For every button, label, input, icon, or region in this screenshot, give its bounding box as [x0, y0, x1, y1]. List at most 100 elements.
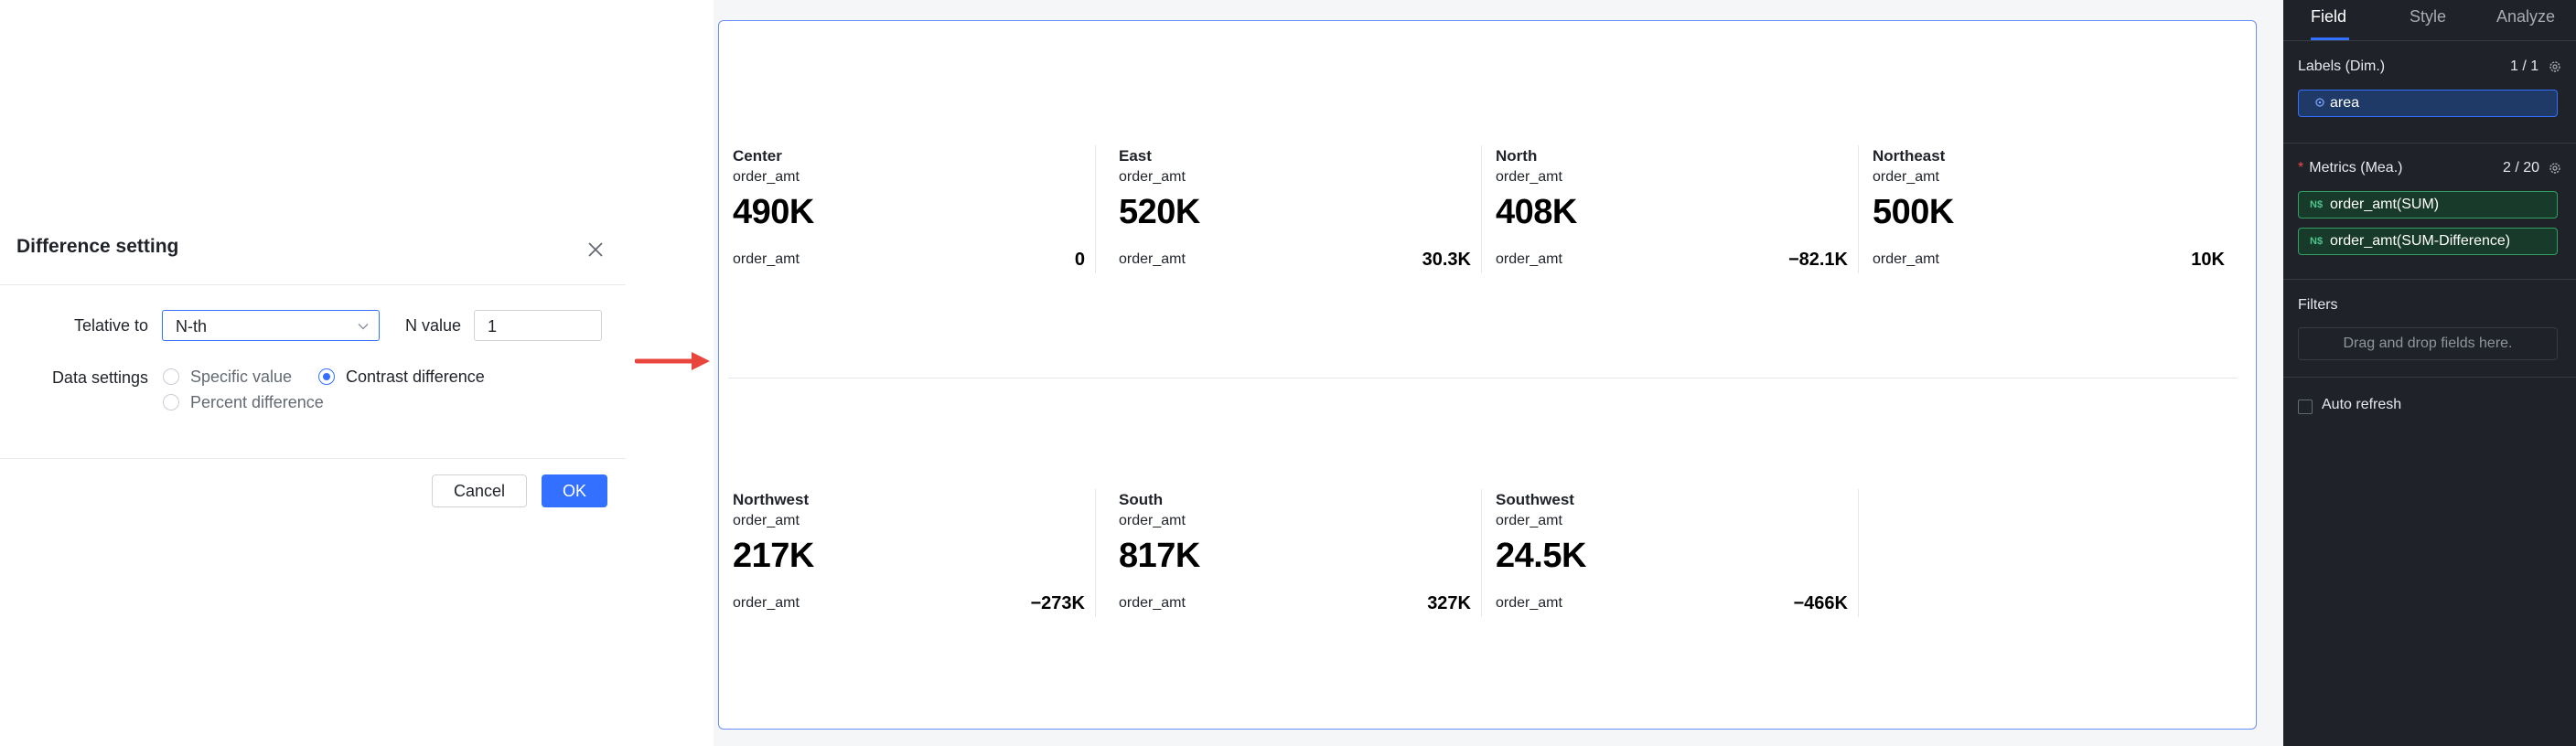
kpi-divider — [1858, 489, 1859, 617]
location-pin-icon — [2315, 98, 2324, 107]
filters-drop-zone[interactable]: Drag and drop fields here. — [2298, 327, 2558, 360]
kpi-measure-label: order_amt — [1496, 513, 1562, 528]
kpi-card: Southwest order_amt 24.5K order_amt −466… — [1482, 489, 1859, 617]
metrics-count: 2 / 20 — [2503, 160, 2540, 176]
n-value: 1 — [488, 317, 498, 336]
radio-circle — [163, 368, 179, 385]
kpi-dimension-name: South — [1119, 491, 1164, 508]
kpi-main-value: 217K — [733, 537, 814, 575]
kpi-sub-value: −273K — [1030, 593, 1086, 613]
relative-to-label: Telative to — [73, 316, 148, 335]
tab-analyze[interactable]: Analyze — [2496, 7, 2556, 26]
kpi-dimension-name: Northeast — [1873, 147, 1946, 165]
gear-icon[interactable] — [2549, 162, 2561, 175]
kpi-sub-label: order_amt — [733, 251, 800, 267]
kpi-sub-value: −466K — [1793, 593, 1849, 613]
kpi-sub-label: order_amt — [733, 595, 800, 611]
panel-divider — [2283, 377, 2576, 378]
kpi-divider — [1481, 145, 1482, 273]
kpi-main-value: 520K — [1119, 193, 1200, 231]
tab-field[interactable]: Field — [2311, 7, 2347, 26]
kpi-sub-value: −82.1K — [1787, 250, 1848, 270]
gear-icon[interactable] — [2549, 60, 2561, 73]
panel-tabs: Field Style Analyze — [2283, 0, 2576, 41]
radio-circle — [163, 394, 179, 410]
data-settings-label: Data settings — [51, 368, 148, 387]
config-panel: Field Style Analyze Labels (Dim.) 1 / 1 … — [2283, 0, 2576, 746]
kpi-card: North order_amt 408K order_amt −82.1K — [1482, 145, 1859, 273]
tab-style[interactable]: Style — [2410, 7, 2447, 26]
kpi-measure-label: order_amt — [1119, 169, 1186, 185]
labels-section-title: Labels (Dim.) — [2298, 59, 2386, 74]
kpi-card: South order_amt 817K order_amt 327K — [1105, 489, 1482, 617]
kpi-main-value: 490K — [733, 193, 814, 231]
kpi-sub-label: order_amt — [1119, 251, 1186, 267]
ok-button[interactable]: OK — [542, 474, 607, 507]
kpi-measure-label: order_amt — [733, 169, 800, 185]
kpi-sub-value: 0 — [1074, 250, 1085, 270]
required-asterisk: * — [2298, 160, 2304, 176]
numeric-field-icon: N$ — [2310, 199, 2324, 210]
label-field-name: area — [2330, 95, 2360, 111]
kpi-dimension-name: Southwest — [1496, 491, 1574, 508]
arrow-right-icon — [635, 352, 710, 370]
panel-divider — [2283, 279, 2576, 280]
kpi-card: Northwest order_amt 217K order_amt −273K — [719, 489, 1096, 617]
kpi-sub-label: order_amt — [1119, 595, 1186, 611]
relative-to-select[interactable]: N-th — [162, 310, 380, 341]
dialog-title: Difference setting — [16, 236, 179, 257]
metric-field-pill[interactable]: N$ order_amt(SUM-Difference) — [2298, 228, 2558, 255]
kpi-divider — [1095, 489, 1096, 617]
kpi-main-value: 500K — [1873, 193, 1954, 231]
kpi-card: East order_amt 520K order_amt 30.3K — [1105, 145, 1482, 273]
kpi-sub-value: 30.3K — [1422, 250, 1471, 270]
kpi-measure-label: order_amt — [1873, 169, 1939, 185]
metrics-section-title: * Metrics (Mea.) — [2298, 160, 2402, 176]
cancel-button[interactable]: Cancel — [432, 474, 527, 507]
n-value-input[interactable]: 1 — [474, 310, 602, 341]
kpi-card: Northeast order_amt 500K order_amt 10K — [1859, 145, 2236, 273]
dialog-header-divider — [0, 284, 626, 285]
kpi-sub-label: order_amt — [1496, 251, 1562, 267]
metric-field-name: order_amt(SUM-Difference) — [2330, 233, 2511, 249]
radio-label: Specific value — [190, 367, 293, 386]
radio-specific-value[interactable]: Specific value — [163, 367, 292, 387]
n-value-label: N value — [404, 316, 461, 335]
kpi-dimension-name: East — [1119, 147, 1152, 165]
radio-label: Percent difference — [190, 392, 324, 411]
radio-percent-difference[interactable]: Percent difference — [163, 392, 324, 412]
active-tab-indicator — [2311, 37, 2349, 40]
kpi-main-value: 817K — [1119, 537, 1200, 575]
metric-field-pill[interactable]: N$ order_amt(SUM) — [2298, 191, 2558, 218]
kpi-measure-label: order_amt — [733, 513, 800, 528]
kpi-sub-value: 327K — [1427, 593, 1471, 613]
kpi-divider — [1858, 145, 1859, 273]
panel-divider — [2283, 143, 2576, 144]
kpi-sub-label: order_amt — [1873, 251, 1939, 267]
chevron-down-icon — [358, 323, 369, 330]
kpi-sub-label: order_amt — [1496, 595, 1562, 611]
radio-contrast-difference[interactable]: Contrast difference — [318, 367, 485, 387]
relative-to-value: N-th — [176, 317, 208, 336]
kpi-dimension-name: Northwest — [733, 491, 810, 508]
label-field-pill[interactable]: area — [2298, 90, 2558, 117]
kpi-card: Center order_amt 490K order_amt 0 — [719, 145, 1096, 273]
kpi-dimension-name: North — [1496, 147, 1538, 165]
kpi-main-value: 408K — [1496, 193, 1577, 231]
close-icon[interactable] — [585, 240, 606, 260]
kpi-measure-label: order_amt — [1119, 513, 1186, 528]
kpi-card-chart[interactable]: Center order_amt 490K order_amt 0 East o… — [718, 20, 2257, 730]
difference-setting-dialog: Difference setting Telative to N-th N va… — [0, 219, 626, 530]
kpi-measure-label: order_amt — [1496, 169, 1562, 185]
metrics-title-text: Metrics (Mea.) — [2309, 160, 2403, 176]
kpi-dimension-name: Center — [733, 147, 782, 165]
kpi-sub-value: 10K — [2191, 250, 2225, 270]
auto-refresh-checkbox[interactable] — [2298, 400, 2313, 414]
kpi-divider — [1095, 145, 1096, 273]
radio-circle-selected — [318, 368, 335, 385]
numeric-field-icon: N$ — [2310, 236, 2324, 247]
kpi-divider — [1481, 489, 1482, 617]
radio-label: Contrast difference — [346, 367, 485, 386]
labels-count: 1 / 1 — [2510, 59, 2539, 74]
auto-refresh-label: Auto refresh — [2322, 397, 2402, 412]
